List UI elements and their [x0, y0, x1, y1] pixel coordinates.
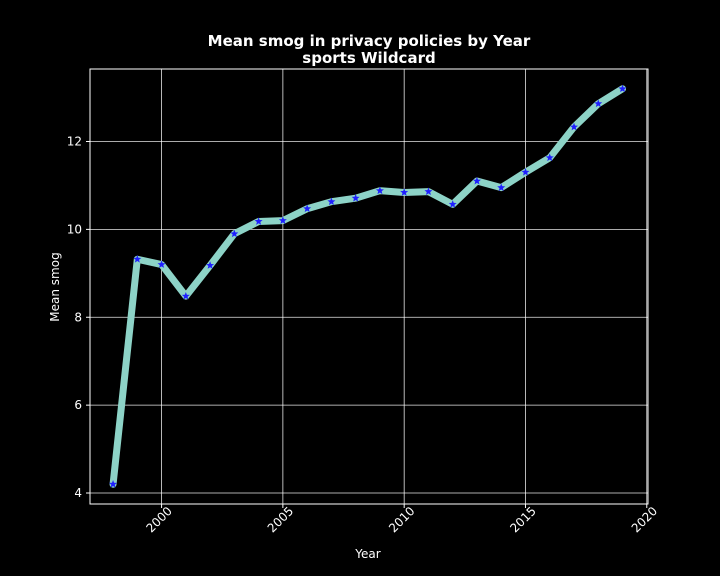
y-tick-label: 12 — [67, 135, 82, 149]
data-point — [206, 261, 215, 269]
data-point — [109, 480, 118, 488]
y-axis-label: Mean smog — [48, 252, 62, 321]
axes: 2000 2005 2010 2015 2020 4 6 8 10 12 — [67, 68, 660, 535]
data-point — [133, 255, 142, 263]
data-point — [594, 99, 603, 108]
series-line — [109, 85, 627, 488]
data-point — [303, 204, 312, 213]
y-tick-label: 8 — [74, 310, 82, 324]
data-point — [230, 229, 239, 238]
plot-area — [109, 84, 627, 488]
y-tick-label: 4 — [74, 486, 82, 500]
x-tick-label: 2000 — [143, 504, 174, 535]
x-tick-label: 2010 — [386, 504, 417, 535]
data-point — [448, 200, 457, 208]
data-point — [521, 168, 530, 176]
data-point — [157, 260, 166, 268]
y-tick-label: 10 — [67, 222, 82, 236]
data-point — [254, 217, 263, 225]
y-tick-label: 6 — [74, 398, 82, 412]
data-point — [278, 216, 287, 224]
gridlines — [90, 69, 648, 504]
x-axis-label: Year — [354, 547, 380, 561]
x-tick-label: 2015 — [507, 504, 538, 535]
data-point — [570, 122, 578, 131]
data-point — [472, 176, 481, 185]
x-tick-label: 2020 — [629, 504, 660, 535]
chart-subtitle: sports Wildcard — [302, 49, 435, 67]
plot-frame — [89, 68, 649, 505]
data-point — [497, 183, 506, 192]
data-point — [181, 291, 190, 300]
data-point — [545, 153, 554, 162]
chart-title: Mean smog in privacy policies by Year — [208, 32, 531, 50]
x-tick-label: 2005 — [265, 504, 296, 535]
data-point — [327, 197, 336, 206]
data-point — [618, 84, 627, 93]
data-point — [375, 186, 384, 195]
data-point — [351, 193, 360, 202]
data-point — [424, 187, 433, 195]
data-point — [400, 188, 409, 196]
